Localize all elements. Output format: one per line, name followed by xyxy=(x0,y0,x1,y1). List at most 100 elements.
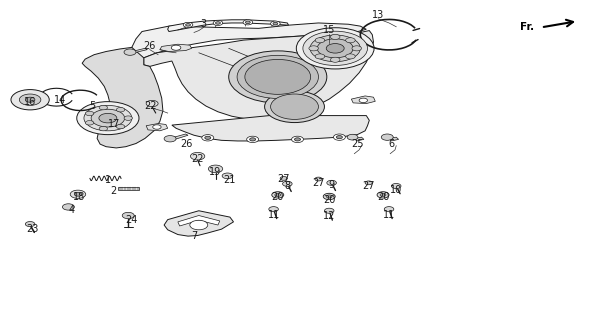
Circle shape xyxy=(99,126,108,131)
Text: 6: 6 xyxy=(388,139,394,148)
Text: 20: 20 xyxy=(323,195,335,205)
Circle shape xyxy=(191,152,205,160)
Ellipse shape xyxy=(245,60,311,94)
Circle shape xyxy=(384,207,394,212)
Text: 10: 10 xyxy=(390,185,402,195)
Circle shape xyxy=(117,108,125,112)
Polygon shape xyxy=(82,47,163,148)
Text: 15: 15 xyxy=(323,25,335,35)
Text: 22: 22 xyxy=(191,154,204,164)
Circle shape xyxy=(326,44,344,53)
Circle shape xyxy=(216,22,221,24)
Circle shape xyxy=(222,173,233,179)
Polygon shape xyxy=(164,211,234,236)
Circle shape xyxy=(331,57,340,62)
Circle shape xyxy=(380,193,386,196)
Circle shape xyxy=(269,207,278,212)
Circle shape xyxy=(346,38,355,43)
Circle shape xyxy=(381,134,393,140)
Text: 25: 25 xyxy=(351,139,364,148)
Text: 4: 4 xyxy=(69,205,75,215)
Polygon shape xyxy=(172,116,369,141)
Circle shape xyxy=(77,102,139,135)
Circle shape xyxy=(346,54,355,59)
Circle shape xyxy=(75,192,82,196)
Circle shape xyxy=(280,177,287,180)
Circle shape xyxy=(153,125,161,129)
Text: 19: 19 xyxy=(209,167,222,177)
Circle shape xyxy=(327,180,337,185)
Circle shape xyxy=(315,38,325,43)
Text: Fr.: Fr. xyxy=(520,22,534,32)
Ellipse shape xyxy=(270,94,319,119)
Text: 26: 26 xyxy=(144,41,156,52)
Circle shape xyxy=(291,136,304,142)
Circle shape xyxy=(25,221,35,227)
Polygon shape xyxy=(144,31,373,119)
Circle shape xyxy=(213,20,223,26)
Circle shape xyxy=(331,34,340,39)
Text: 9: 9 xyxy=(329,180,335,190)
Circle shape xyxy=(202,135,214,141)
Circle shape xyxy=(377,192,389,198)
Circle shape xyxy=(323,193,335,200)
Text: 2: 2 xyxy=(111,186,117,196)
Text: 16: 16 xyxy=(24,97,36,107)
Circle shape xyxy=(315,177,322,181)
Circle shape xyxy=(391,183,401,188)
Circle shape xyxy=(171,45,181,50)
Polygon shape xyxy=(352,96,375,104)
Circle shape xyxy=(352,46,362,51)
Circle shape xyxy=(99,113,117,123)
Circle shape xyxy=(347,134,358,140)
Circle shape xyxy=(11,90,49,110)
Polygon shape xyxy=(355,137,364,141)
Circle shape xyxy=(122,212,134,219)
Circle shape xyxy=(85,111,94,116)
Circle shape xyxy=(205,136,211,140)
Polygon shape xyxy=(118,187,139,190)
Circle shape xyxy=(85,121,94,125)
Circle shape xyxy=(84,105,132,131)
Circle shape xyxy=(325,208,334,213)
Text: 11: 11 xyxy=(383,210,395,220)
Circle shape xyxy=(190,220,208,230)
Circle shape xyxy=(246,136,258,142)
Circle shape xyxy=(282,181,292,186)
Circle shape xyxy=(296,28,374,69)
Text: 8: 8 xyxy=(284,181,290,191)
Circle shape xyxy=(183,22,193,28)
Circle shape xyxy=(315,54,325,59)
Circle shape xyxy=(19,94,41,105)
Circle shape xyxy=(124,49,136,55)
Circle shape xyxy=(63,204,75,210)
Circle shape xyxy=(334,134,346,140)
Polygon shape xyxy=(146,124,168,131)
Text: 21: 21 xyxy=(224,175,236,185)
Polygon shape xyxy=(168,20,288,32)
Text: 1: 1 xyxy=(105,175,111,185)
Circle shape xyxy=(337,136,343,139)
Circle shape xyxy=(273,22,278,25)
Text: 23: 23 xyxy=(26,224,38,234)
Circle shape xyxy=(249,138,255,141)
Text: 5: 5 xyxy=(89,101,96,111)
Text: 27: 27 xyxy=(312,178,325,188)
Polygon shape xyxy=(389,137,398,141)
Text: 20: 20 xyxy=(272,192,284,203)
Text: 18: 18 xyxy=(73,192,85,203)
Circle shape xyxy=(99,105,108,110)
Circle shape xyxy=(70,190,86,198)
Text: 14: 14 xyxy=(54,95,66,105)
Polygon shape xyxy=(172,134,188,140)
Circle shape xyxy=(146,100,158,107)
Text: 11: 11 xyxy=(267,210,279,220)
Circle shape xyxy=(359,98,367,103)
Circle shape xyxy=(310,35,361,62)
Circle shape xyxy=(186,24,191,26)
Ellipse shape xyxy=(237,55,319,99)
Polygon shape xyxy=(132,23,366,58)
Circle shape xyxy=(245,21,250,24)
Circle shape xyxy=(309,46,319,51)
Circle shape xyxy=(303,31,367,66)
